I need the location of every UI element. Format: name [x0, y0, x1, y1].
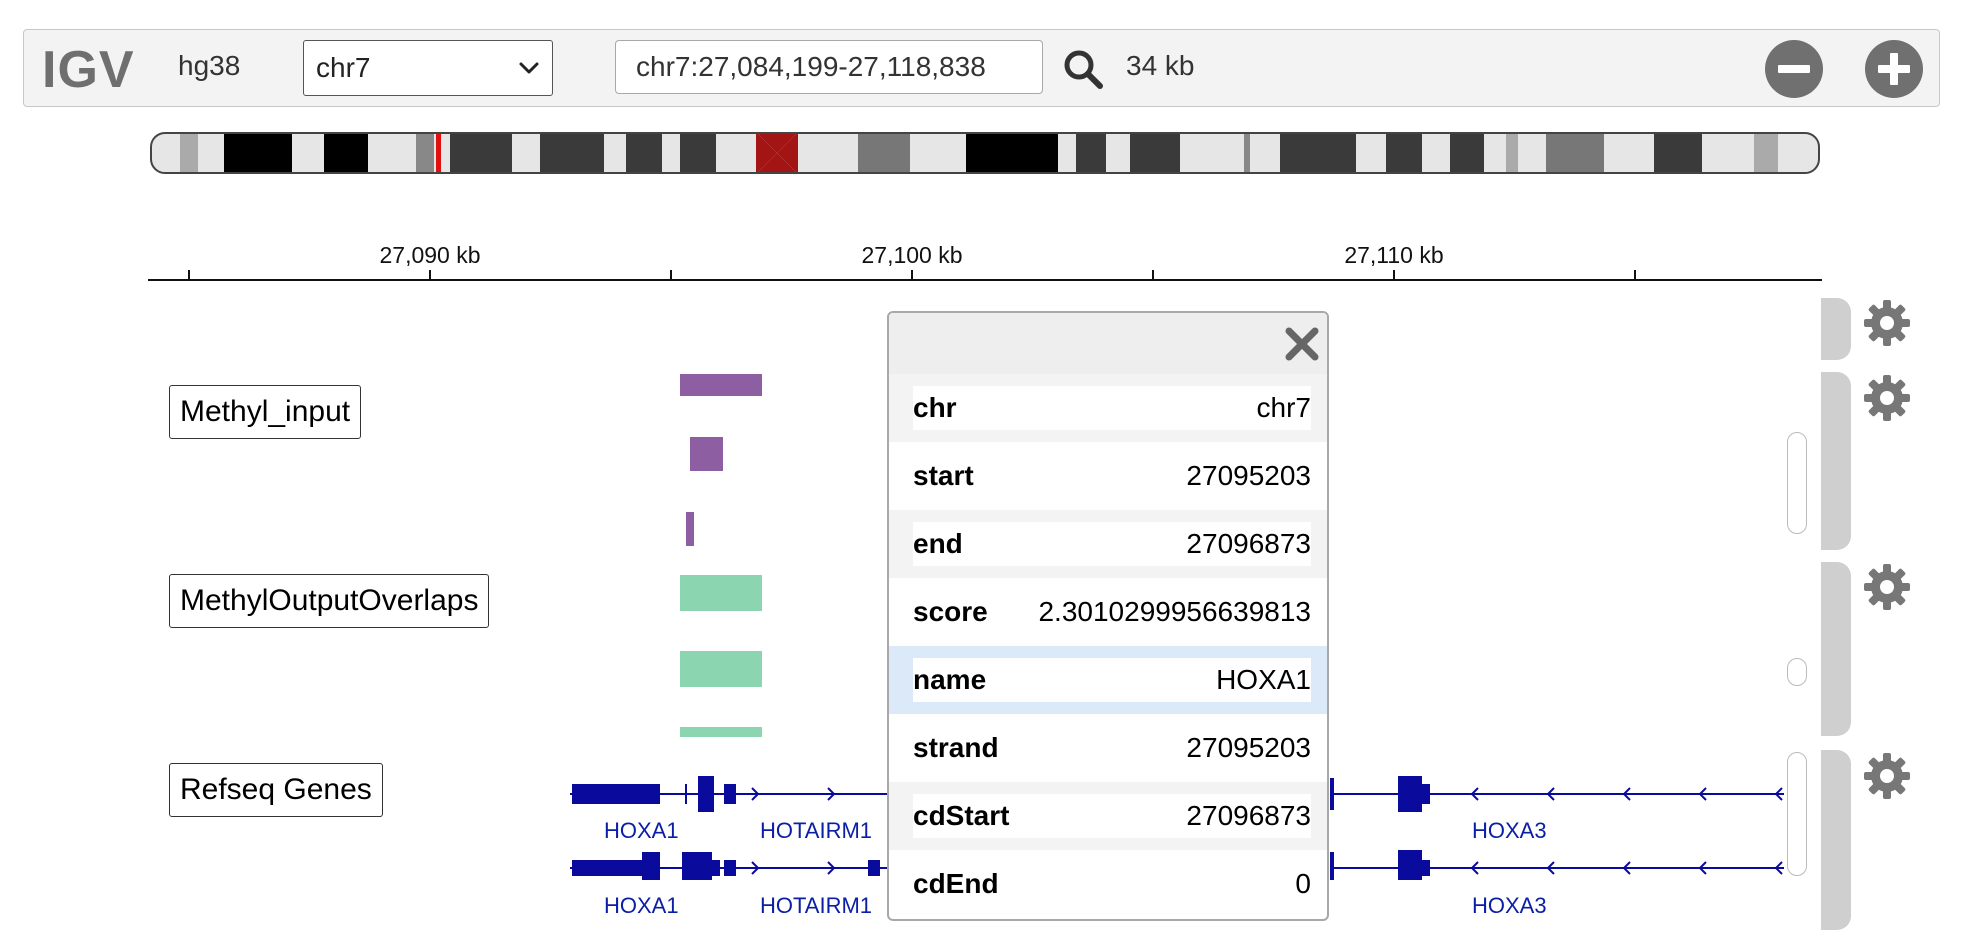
ruler-tick-label: 27,090 kb: [379, 242, 481, 268]
track-scrollbar[interactable]: [1787, 658, 1807, 686]
popup-header[interactable]: [889, 313, 1327, 376]
methyl-output-feature: [680, 727, 762, 737]
window-size-label: 34 kb: [1126, 50, 1195, 81]
genome-label[interactable]: hg38: [178, 50, 241, 81]
popup-key: score: [913, 596, 988, 627]
gear-icon[interactable]: [1862, 373, 1912, 423]
close-icon[interactable]: [1283, 325, 1321, 363]
gene-label[interactable]: HOTAIRM1: [760, 818, 873, 843]
locus-search-input[interactable]: [615, 40, 1043, 94]
gene-label[interactable]: HOXA1: [604, 893, 679, 918]
methyl-output-feature: [680, 575, 762, 611]
popup-key: cdStart: [913, 800, 1010, 831]
popup-value: chr7: [1256, 392, 1311, 423]
refseq-gene-track[interactable]: [0, 760, 1968, 880]
gene-label[interactable]: HOTAIRM1: [760, 893, 873, 918]
popup-row-strand: strand 27095203: [889, 714, 1327, 782]
popup-value: 27095203: [1186, 460, 1311, 491]
zoom-in-icon[interactable]: [1864, 39, 1924, 99]
chevron-down-icon: [519, 62, 539, 74]
popup-key: strand: [913, 732, 999, 763]
popup-key: cdEnd: [913, 868, 999, 899]
gear-icon[interactable]: [1862, 298, 1912, 348]
popup-row-end: end 27096873: [889, 510, 1327, 578]
popup-value: 27095203: [1186, 732, 1311, 763]
methyl-output-feature: [680, 651, 762, 687]
track-drag-handle[interactable]: [1821, 298, 1851, 360]
gene-label[interactable]: HOXA3: [1472, 893, 1547, 918]
track-scrollbar[interactable]: [1787, 432, 1807, 534]
chromosome-select[interactable]: chr7: [303, 40, 553, 96]
track-name-refseq-genes[interactable]: Refseq Genes: [169, 763, 383, 817]
methyl-input-feature: [686, 512, 694, 546]
popup-key: name: [913, 664, 987, 695]
gene-label[interactable]: HOXA3: [1472, 818, 1547, 843]
gear-icon[interactable]: [1862, 562, 1912, 612]
zoom-out-icon[interactable]: [1764, 39, 1824, 99]
methyl-input-feature: [680, 374, 762, 396]
popup-value: 27096873: [1186, 528, 1311, 559]
popup-row-cdend: cdEnd 0: [889, 850, 1327, 918]
feature-popup: chr chr7 start 27095203 end 27096873 score 2…: [887, 311, 1329, 921]
popup-key: end: [913, 528, 963, 559]
track-drag-handle[interactable]: [1821, 750, 1851, 930]
ruler-axis: [148, 270, 1822, 281]
methyl-input-feature: [690, 437, 723, 471]
track-drag-handle[interactable]: [1821, 562, 1851, 736]
ruler-tick-label: 27,110 kb: [1344, 242, 1444, 268]
gene-label[interactable]: HOXA1: [604, 818, 679, 843]
popup-row-chr: chr chr7: [889, 374, 1327, 442]
popup-key: chr: [913, 392, 957, 423]
popup-value: 0: [1295, 868, 1311, 899]
chromosome-ideogram[interactable]: [150, 132, 1820, 174]
search-icon[interactable]: [1062, 48, 1104, 90]
popup-row-cdstart: cdStart 27096873: [889, 782, 1327, 850]
igv-logo: IGV: [42, 41, 135, 99]
popup-row-name: name HOXA1: [889, 646, 1327, 714]
popup-row-score: score 2.3010299956639813: [889, 578, 1327, 646]
current-locus-marker: [436, 132, 441, 174]
feature-track-area[interactable]: [0, 360, 1968, 750]
ruler-tick-label: 27,100 kb: [861, 242, 963, 268]
popup-row-start: start 27095203: [889, 442, 1327, 510]
gear-icon[interactable]: [1862, 751, 1912, 801]
chromosome-select-value: chr7: [316, 52, 371, 83]
popup-value: 27096873: [1186, 800, 1311, 831]
track-name-methyl-input[interactable]: Methyl_input: [169, 385, 362, 439]
track-name-methyl-output-overlaps[interactable]: MethylOutputOverlaps: [169, 574, 490, 628]
popup-value: HOXA1: [1216, 664, 1311, 695]
track-drag-handle[interactable]: [1821, 372, 1851, 550]
track-scrollbar[interactable]: [1787, 752, 1807, 876]
popup-value: 2.3010299956639813: [1038, 596, 1311, 627]
popup-key: start: [913, 460, 974, 491]
